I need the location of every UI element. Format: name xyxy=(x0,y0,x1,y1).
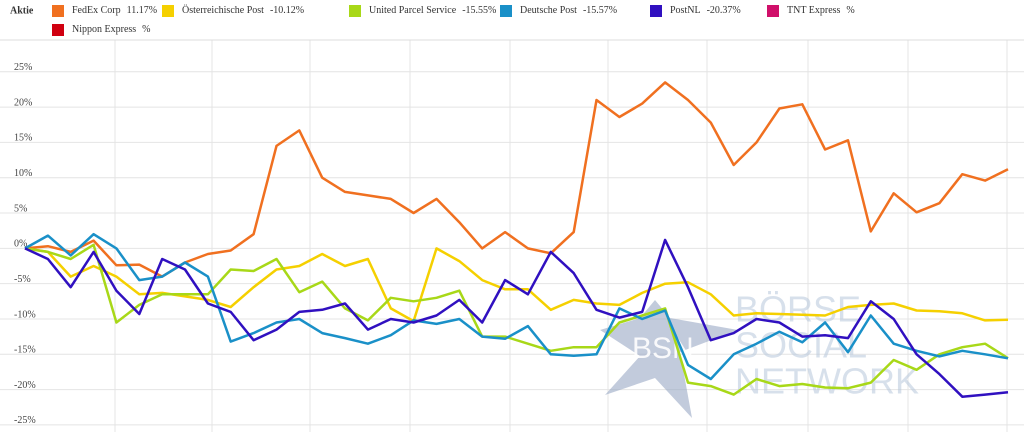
legend-name: TNT Express xyxy=(787,5,841,16)
legend-value: % xyxy=(142,24,150,35)
series-line xyxy=(24,81,1009,278)
legend-value: -15.55% xyxy=(462,5,496,16)
legend-label: FedEx Corp 11.17% xyxy=(72,5,157,16)
legend-label: United Parcel Service -15.55% xyxy=(369,5,496,16)
legend-name: FedEx Corp xyxy=(72,5,121,16)
legend-value: -15.57% xyxy=(583,5,617,16)
watermark: BSN BÖRSE SOCIAL NETWORK xyxy=(600,289,919,418)
legend-swatch xyxy=(52,24,64,36)
y-tick-label: -5% xyxy=(14,274,31,285)
legend-label: PostNL -20.37% xyxy=(670,5,741,16)
legend-name: Deutsche Post xyxy=(520,5,577,16)
watermark-text: SOCIAL xyxy=(735,325,867,366)
legend-label: Österreichische Post -10.12% xyxy=(182,4,304,16)
legend-swatch xyxy=(162,5,174,17)
legend-swatch xyxy=(767,5,779,17)
vertical-grid xyxy=(114,40,1008,432)
y-tick-label: 20% xyxy=(14,97,32,108)
legend-value: -10.12% xyxy=(270,5,304,16)
series-line xyxy=(24,243,1009,396)
y-tick-label: 5% xyxy=(14,203,27,214)
y-tick-label: 0% xyxy=(14,239,27,250)
legend-swatch xyxy=(52,5,64,17)
y-tick-label: 25% xyxy=(14,62,32,73)
y-tick-label: 10% xyxy=(14,168,32,179)
series-line xyxy=(24,238,1009,398)
legend-swatch xyxy=(500,5,512,17)
legend-value: % xyxy=(846,5,854,16)
legend-value: -20.37% xyxy=(707,5,741,16)
legend-swatch xyxy=(650,5,662,17)
series-line xyxy=(24,232,1009,381)
legend-label: TNT Express% xyxy=(787,5,855,16)
y-tick-label: -10% xyxy=(14,309,36,320)
horizontal-grid xyxy=(0,71,1024,426)
legend-value: 11.17% xyxy=(127,5,157,16)
y-tick-label: -15% xyxy=(14,345,36,356)
y-tick-label: -20% xyxy=(14,380,36,391)
series-line xyxy=(24,247,1009,323)
legend-label: Deutsche Post -15.57% xyxy=(520,5,617,16)
y-tick-label: -25% xyxy=(14,415,36,426)
legend-name: Österreichische Post xyxy=(182,4,264,16)
legend-title: Aktie xyxy=(10,5,34,16)
legend-name: PostNL xyxy=(670,5,701,16)
legend-swatch xyxy=(349,5,361,17)
legend-label: Nippon Express% xyxy=(72,24,151,35)
watermark-logo: BSN xyxy=(632,332,694,365)
legend-name: United Parcel Service xyxy=(369,5,457,16)
legend-name: Nippon Express xyxy=(72,24,136,35)
y-tick-label: 15% xyxy=(14,133,32,144)
